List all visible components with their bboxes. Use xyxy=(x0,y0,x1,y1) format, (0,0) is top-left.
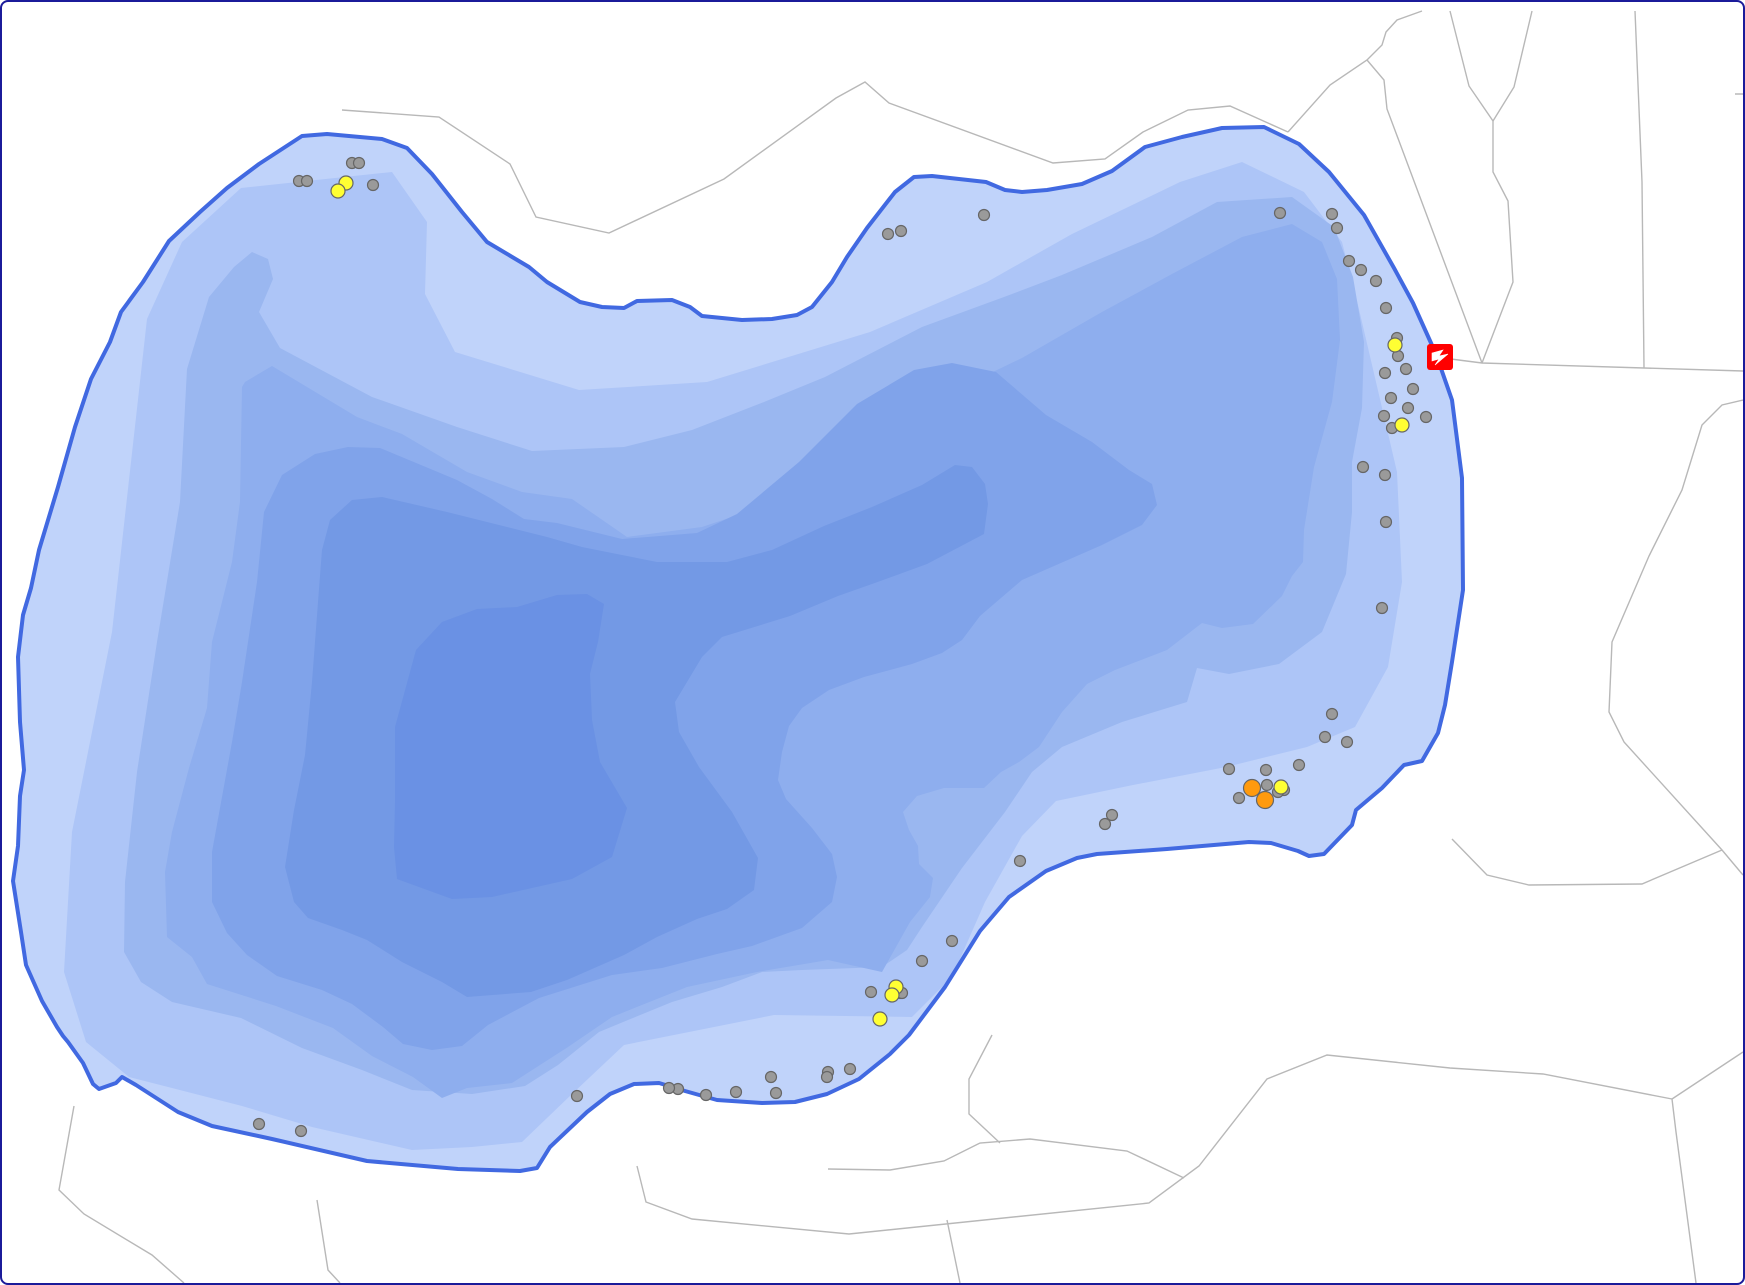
lake xyxy=(11,125,1465,1173)
map-marker[interactable] xyxy=(294,1124,308,1138)
map-marker[interactable] xyxy=(1105,808,1119,822)
map-marker[interactable] xyxy=(1369,274,1383,288)
map-marker[interactable] xyxy=(884,987,900,1003)
map-marker[interactable] xyxy=(977,208,991,222)
map-marker[interactable] xyxy=(252,1117,266,1131)
map-marker[interactable] xyxy=(1356,460,1370,474)
map-marker[interactable] xyxy=(570,1089,584,1103)
map-marker[interactable] xyxy=(843,1062,857,1076)
station-icon-symbol xyxy=(1431,349,1449,366)
map-marker[interactable] xyxy=(1255,790,1275,810)
map-marker[interactable] xyxy=(915,954,929,968)
yellow-marker-layer xyxy=(330,175,1410,1027)
map-marker[interactable] xyxy=(1013,854,1027,868)
map-marker[interactable] xyxy=(729,1085,743,1099)
map-marker[interactable] xyxy=(1232,791,1246,805)
map-marker[interactable] xyxy=(764,1070,778,1084)
map-marker[interactable] xyxy=(1379,301,1393,315)
boundary-line xyxy=(946,1219,961,1283)
boundary-line xyxy=(1366,59,1483,364)
map-marker[interactable] xyxy=(1378,366,1392,380)
boundary-line xyxy=(341,81,1289,234)
map-marker[interactable] xyxy=(820,1070,834,1084)
boundary-line xyxy=(827,1138,1185,1179)
red-square-lightning-icon[interactable] xyxy=(1427,344,1453,370)
map-marker[interactable] xyxy=(945,934,959,948)
map-marker[interactable] xyxy=(864,985,878,999)
map-marker[interactable] xyxy=(1325,707,1339,721)
boundary-line xyxy=(1442,357,1743,372)
map-marker[interactable] xyxy=(1401,401,1415,415)
map-marker[interactable] xyxy=(1260,778,1274,792)
map-marker[interactable] xyxy=(1340,735,1354,749)
depth-contour-6 xyxy=(394,594,627,899)
map-marker[interactable] xyxy=(1259,763,1273,777)
boundary-line xyxy=(636,1054,1673,1235)
map-marker[interactable] xyxy=(1378,468,1392,482)
map-marker[interactable] xyxy=(330,183,346,199)
map-marker[interactable] xyxy=(699,1088,713,1102)
map-marker[interactable] xyxy=(1406,382,1420,396)
boundary-line xyxy=(1671,1051,1743,1283)
map-marker[interactable] xyxy=(881,227,895,241)
orange-marker-layer xyxy=(1242,778,1275,810)
gray-marker-layer xyxy=(252,156,1433,1138)
map-marker[interactable] xyxy=(1377,409,1391,423)
map-marker[interactable] xyxy=(1419,410,1433,424)
map-marker[interactable] xyxy=(872,1011,888,1027)
map-marker[interactable] xyxy=(1242,778,1262,798)
map-marker[interactable] xyxy=(1318,730,1332,744)
map-marker[interactable] xyxy=(894,224,908,238)
map-marker[interactable] xyxy=(1354,263,1368,277)
lake-shoreline xyxy=(11,125,1465,1173)
map-marker[interactable] xyxy=(1325,207,1339,221)
map-marker[interactable] xyxy=(1292,758,1306,772)
boundary-line xyxy=(1608,399,1743,876)
map-marker[interactable] xyxy=(1273,206,1287,220)
boundary-line xyxy=(1492,10,1533,122)
boundary-line xyxy=(1449,10,1514,364)
map-marker[interactable] xyxy=(1379,515,1393,529)
land-boundaries xyxy=(58,10,1743,1283)
boundary-line xyxy=(968,1034,1001,1144)
map-marker[interactable] xyxy=(1222,762,1236,776)
map-marker[interactable] xyxy=(1098,817,1112,831)
map-marker[interactable] xyxy=(1394,417,1410,433)
map-marker[interactable] xyxy=(300,174,314,188)
boundary-line xyxy=(1287,10,1423,133)
map-marker[interactable] xyxy=(1384,391,1398,405)
boundary-line xyxy=(1451,838,1723,886)
boundary-line xyxy=(1634,10,1645,369)
map-marker[interactable] xyxy=(1273,779,1289,795)
map-marker[interactable] xyxy=(1375,601,1389,615)
map-marker[interactable] xyxy=(366,178,380,192)
map-marker[interactable] xyxy=(1387,337,1403,353)
map-marker[interactable] xyxy=(1342,254,1356,268)
map-marker[interactable] xyxy=(769,1086,783,1100)
boundary-line xyxy=(316,1199,341,1283)
map-marker[interactable] xyxy=(352,156,366,170)
map-marker[interactable] xyxy=(1399,362,1413,376)
map-marker[interactable] xyxy=(1330,221,1344,235)
map-marker[interactable] xyxy=(662,1081,676,1095)
boundary-line xyxy=(58,1105,185,1283)
